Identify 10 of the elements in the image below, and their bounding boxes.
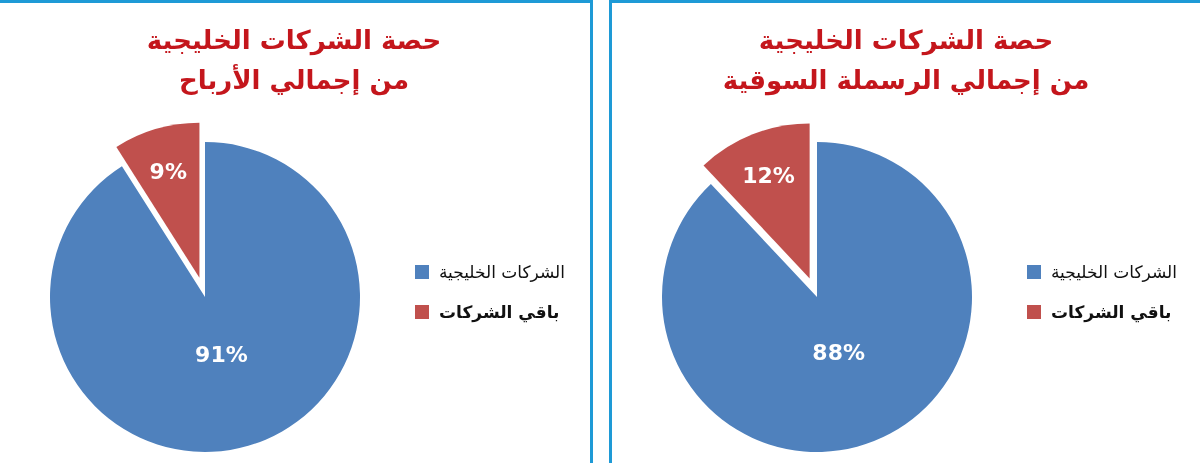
legend-label: الشركات الخليجية: [1051, 262, 1177, 282]
data-label: 9%: [149, 158, 187, 184]
data-label: 88%: [812, 339, 865, 365]
data-label: 91%: [195, 341, 248, 367]
legend-label: باقي الشركات: [1051, 302, 1172, 322]
legend-label: الشركات الخليجية: [439, 262, 565, 282]
legend-label: باقي الشركات: [439, 302, 560, 322]
title: حصة الشركات الخليجية من إجمالي الرسملة السوقية: [722, 25, 1090, 95]
title: حصة الشركات الخليجية من إجمالي الأرباح: [146, 25, 442, 95]
data-label: 12%: [742, 162, 795, 188]
